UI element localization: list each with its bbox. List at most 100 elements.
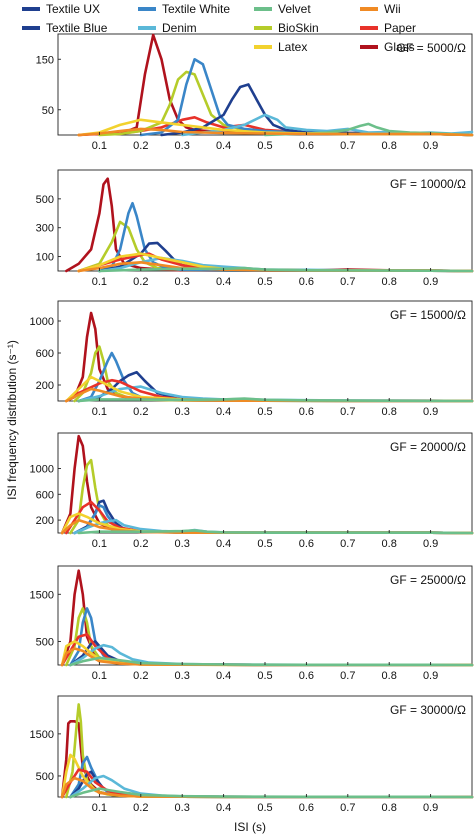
x-tick-label: 0.8 <box>382 538 397 550</box>
legend-entry: Textile Blue <box>22 21 108 35</box>
x-tick-label: 0.8 <box>382 802 397 814</box>
legend-label: Velvet <box>278 2 311 16</box>
x-tick-label: 0.2 <box>133 670 148 682</box>
x-tick-label: 0.5 <box>257 538 272 550</box>
y-tick-label: 1000 <box>30 316 54 328</box>
x-tick-label: 0.1 <box>92 276 107 288</box>
series-line <box>98 70 474 137</box>
x-tick-label: 0.6 <box>299 802 314 814</box>
legend-entry: BioSkin <box>254 21 319 35</box>
y-tick-label: 600 <box>36 348 54 360</box>
series-line <box>139 57 474 137</box>
panel-annotation: GF = 30000/Ω <box>390 703 466 717</box>
x-tick-label: 0.5 <box>257 406 272 418</box>
x-tick-label: 0.2 <box>133 406 148 418</box>
legend-entry: Denim <box>138 21 197 35</box>
legend-entry: Textile UX <box>22 2 100 16</box>
chart-panel: 0.1 0.2 0.3 0.4 0.5 0.6 0.7 0.8 0.9 100 300 500 GF =… <box>36 169 474 288</box>
y-tick-label: 50 <box>42 105 54 117</box>
x-tick-label: 0.6 <box>299 140 314 152</box>
x-tick-label: 0.6 <box>299 406 314 418</box>
legend-label: Glass <box>384 40 415 54</box>
x-tick-label: 0.5 <box>257 140 272 152</box>
x-tick-label: 0.7 <box>340 140 355 152</box>
x-tick-label: 0.7 <box>340 538 355 550</box>
legend: Textile UX Textile Blue Textile White Denim… <box>22 2 416 54</box>
y-tick-label: 200 <box>36 515 54 527</box>
x-tick-label: 0.6 <box>299 276 314 288</box>
y-tick-label: 600 <box>36 489 54 501</box>
legend-entry: Glass <box>360 40 415 54</box>
legend-label: BioSkin <box>278 21 319 35</box>
series-line <box>65 500 474 535</box>
x-tick-label: 0.8 <box>382 406 397 418</box>
x-tick-label: 0.3 <box>175 802 190 814</box>
x-tick-label: 0.1 <box>92 538 107 550</box>
series-line <box>60 753 474 799</box>
panel-annotation: GF = 25000/Ω <box>390 573 466 587</box>
legend-entry: Wii <box>360 2 401 16</box>
x-tick-label: 0.8 <box>382 670 397 682</box>
x-tick-label: 0.9 <box>423 802 438 814</box>
y-tick-label: 100 <box>36 252 54 264</box>
x-tick-label: 0.1 <box>92 140 107 152</box>
legend-label: Textile White <box>162 2 230 16</box>
x-tick-label: 0.2 <box>133 276 148 288</box>
x-tick-label: 0.7 <box>340 670 355 682</box>
x-tick-label: 0.4 <box>216 276 231 288</box>
y-axis-label: ISI frequency distribution (s⁻¹) <box>5 340 19 500</box>
y-tick-label: 1000 <box>30 463 54 475</box>
x-tick-label: 0.9 <box>423 406 438 418</box>
series-line <box>60 719 474 799</box>
y-tick-label: 500 <box>36 636 54 648</box>
x-tick-label: 0.7 <box>340 802 355 814</box>
x-tick-label: 0.4 <box>216 406 231 418</box>
x-tick-label: 0.9 <box>423 276 438 288</box>
x-tick-label: 0.6 <box>299 538 314 550</box>
panel-annotation: GF = 15000/Ω <box>390 308 466 322</box>
legend-label: Paper <box>384 21 416 35</box>
x-tick-label: 0.7 <box>340 276 355 288</box>
legend-label: Denim <box>162 21 197 35</box>
legend-entry: Paper <box>360 21 416 35</box>
y-tick-label: 1500 <box>30 729 54 741</box>
y-tick-label: 200 <box>36 380 54 392</box>
panel-annotation: GF = 5000/Ω <box>397 41 466 55</box>
x-tick-label: 0.6 <box>299 670 314 682</box>
x-tick-label: 0.2 <box>133 802 148 814</box>
y-tick-label: 1500 <box>30 589 54 601</box>
legend-label: Textile UX <box>46 2 100 16</box>
series-line <box>77 351 474 403</box>
x-tick-label: 0.5 <box>257 670 272 682</box>
chart-panel: 0.1 0.2 0.3 0.4 0.5 0.6 0.7 0.8 0.9 200 600 1000 GF … <box>30 432 474 550</box>
series-line <box>60 647 474 667</box>
x-tick-label: 0.3 <box>175 670 190 682</box>
legend-entry: Velvet <box>254 2 311 16</box>
series-line <box>69 607 474 667</box>
panel-annotation: GF = 20000/Ω <box>390 440 466 454</box>
y-tick-label: 300 <box>36 223 54 235</box>
legend-entry: Textile White <box>138 2 230 16</box>
x-tick-label: 0.8 <box>382 140 397 152</box>
series-line <box>77 397 474 403</box>
y-tick-label: 500 <box>36 771 54 783</box>
panel-annotation: GF = 10000/Ω <box>390 177 466 191</box>
x-tick-label: 0.9 <box>423 670 438 682</box>
legend-label: Textile Blue <box>46 21 108 35</box>
x-tick-label: 0.4 <box>216 538 231 550</box>
chart-panel: 0.1 0.2 0.3 0.4 0.5 0.6 0.7 0.8 0.9 50 150 GF = 500… <box>36 33 474 152</box>
chart-panel: 0.1 0.2 0.3 0.4 0.5 0.6 0.7 0.8 0.9 500 1500 GF = 3… <box>30 695 474 814</box>
x-tick-label: 0.4 <box>216 670 231 682</box>
y-tick-label: 150 <box>36 54 54 66</box>
x-tick-label: 0.3 <box>175 406 190 418</box>
x-tick-label: 0.9 <box>423 140 438 152</box>
x-tick-label: 0.9 <box>423 538 438 550</box>
chart-panel: 0.1 0.2 0.3 0.4 0.5 0.6 0.7 0.8 0.9 200 600 1000 GF … <box>30 300 474 418</box>
x-tick-label: 0.2 <box>133 538 148 550</box>
panels: 0.1 0.2 0.3 0.4 0.5 0.6 0.7 0.8 0.9 50 150 GF = 500… <box>30 33 474 814</box>
series-line <box>65 703 474 799</box>
x-tick-label: 0.2 <box>133 140 148 152</box>
x-tick-label: 0.3 <box>175 538 190 550</box>
x-tick-label: 0.3 <box>175 276 190 288</box>
